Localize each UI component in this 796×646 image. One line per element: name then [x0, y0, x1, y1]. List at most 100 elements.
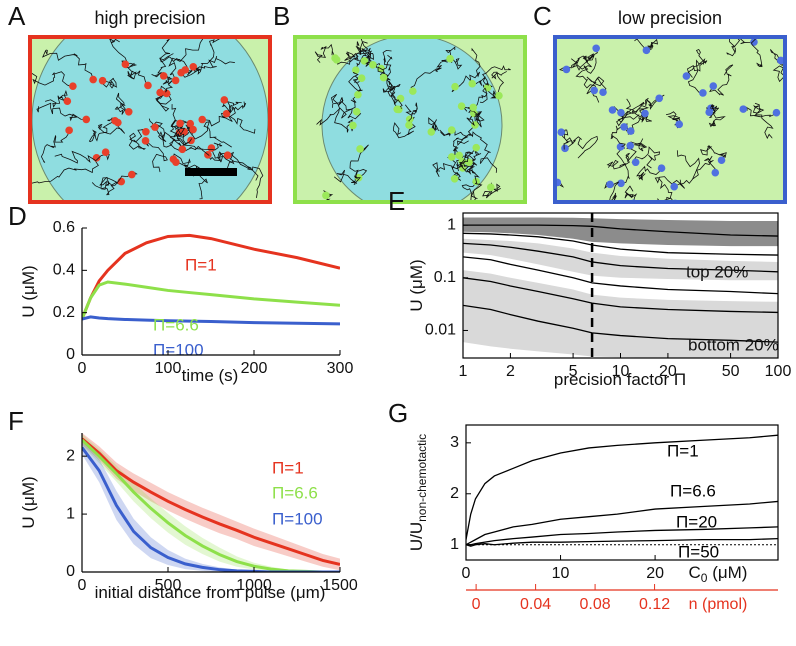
series-line: [82, 233, 340, 320]
cell: [89, 75, 97, 84]
y-axis-label: U (μM): [19, 265, 38, 317]
cell-track: [36, 102, 87, 122]
cell-track: [462, 150, 482, 175]
series-label: Π=1: [272, 458, 304, 477]
x2-tick-label: 0.04: [520, 596, 551, 613]
series-label: Π=1: [185, 255, 217, 274]
x-tick-label: 1: [459, 363, 468, 380]
cell-track: [128, 129, 147, 150]
panel-image: [555, 37, 785, 202]
cell-track: [466, 108, 483, 127]
error-band: [82, 434, 340, 572]
x-tick-label: 0: [78, 577, 87, 594]
y-tick-label: 2: [66, 447, 75, 464]
cell: [670, 182, 678, 191]
series-label: Π=100: [272, 509, 323, 528]
cell: [220, 96, 229, 104]
cell: [223, 151, 232, 159]
cell-track: [221, 99, 242, 114]
cell: [711, 168, 720, 177]
x-axis-label-sub: 0: [701, 571, 708, 585]
cell: [590, 86, 599, 95]
background: [555, 37, 785, 202]
cell-track: [40, 130, 70, 163]
cell: [657, 164, 666, 172]
cell-track: [91, 171, 138, 189]
cell: [393, 105, 402, 114]
series-line: [82, 437, 340, 566]
cell: [186, 119, 195, 128]
cell-track: [202, 101, 247, 127]
x-tick-label: 10: [552, 565, 570, 582]
cell-track: [432, 156, 457, 178]
x2-tick-label: 0.12: [639, 596, 670, 613]
cell: [486, 183, 495, 192]
cell: [562, 65, 571, 74]
panel-border: [553, 35, 787, 204]
cell: [360, 57, 369, 65]
cell: [142, 127, 150, 136]
cell: [599, 88, 607, 97]
cell-track: [772, 65, 785, 83]
cell: [451, 82, 459, 91]
cell-track: [560, 129, 574, 150]
x-tick-label: 300: [327, 360, 354, 377]
cell-track: [108, 37, 138, 69]
cell: [151, 123, 159, 131]
cell-track: [404, 102, 418, 126]
cell: [351, 66, 360, 75]
y-axis-label-main: U (μM): [19, 476, 38, 528]
series-label: Π=20: [676, 512, 717, 531]
series-label: Π=6.6: [272, 483, 318, 502]
cell: [739, 105, 748, 113]
panel-title: low precision: [618, 8, 722, 28]
series-line: [466, 434, 778, 540]
x-tick-label: 50: [722, 363, 740, 380]
cell: [641, 109, 649, 118]
x-axis-label-main: precision factor Π: [554, 370, 686, 389]
cell: [777, 56, 785, 65]
cell-track: [687, 48, 706, 94]
cell: [592, 44, 600, 53]
cell: [709, 82, 718, 90]
y-axis-label: U (μM): [407, 259, 426, 311]
cell-track: [114, 92, 131, 115]
cell: [606, 180, 614, 189]
cell: [626, 127, 635, 135]
cell: [162, 89, 171, 98]
cell-track: [180, 55, 235, 78]
cell-track: [564, 135, 598, 159]
cell: [468, 79, 477, 88]
cell: [655, 94, 664, 103]
x-axis-label-main: C: [689, 563, 701, 582]
plot-area: [463, 213, 778, 358]
cell: [111, 116, 119, 125]
y-tick-label: 0.4: [53, 262, 75, 279]
y-axis-label-main: U (μM): [407, 259, 426, 311]
y-axis-label-sub: non-chemotactic: [415, 434, 429, 522]
cell: [356, 145, 364, 153]
x-axis-label: C0 (μM): [689, 563, 748, 585]
cell: [495, 91, 503, 100]
cell: [171, 76, 180, 85]
x-axis-label-unit: (μM): [707, 563, 747, 582]
cell-track: [377, 54, 402, 101]
x-tick-label: 100: [765, 363, 792, 380]
cell-track: [472, 65, 511, 86]
cell-track: [175, 161, 208, 200]
cell: [189, 62, 198, 71]
error-band: [82, 440, 340, 572]
series-line: [82, 446, 340, 572]
series-line: [82, 280, 340, 320]
scale-bar: [185, 168, 237, 176]
panel-border: [28, 35, 272, 204]
cell: [117, 177, 126, 186]
cell-track: [355, 37, 374, 71]
cell: [457, 102, 466, 110]
cell: [561, 144, 569, 153]
cell: [177, 68, 185, 77]
cell-track: [382, 80, 403, 110]
x-tick-label: 20: [659, 363, 677, 380]
plot-area: [82, 233, 340, 326]
panel-label: D: [8, 201, 27, 231]
